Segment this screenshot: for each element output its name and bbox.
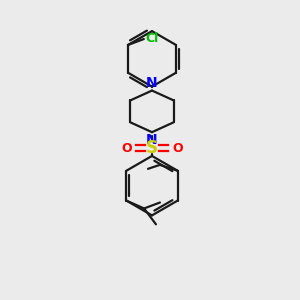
Text: Cl: Cl [146, 32, 159, 44]
Text: O: O [172, 142, 183, 154]
Text: N: N [146, 133, 158, 147]
Text: N: N [146, 76, 158, 90]
Text: S: S [146, 139, 158, 157]
Text: O: O [121, 142, 131, 154]
